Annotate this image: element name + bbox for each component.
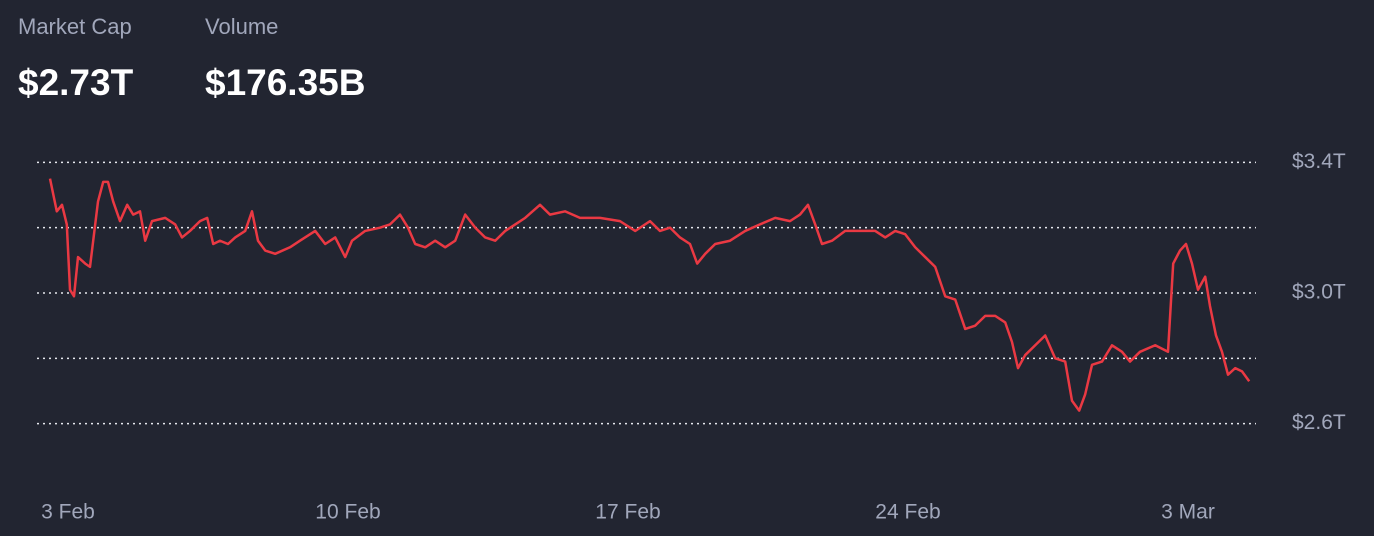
stat-label: Volume bbox=[205, 14, 278, 39]
stat-label: Market Cap bbox=[18, 14, 132, 39]
y-tick-label: $3.0T bbox=[1292, 281, 1346, 304]
x-tick-label: 3 Mar bbox=[1161, 501, 1215, 524]
x-tick-label: 24 Feb bbox=[875, 501, 940, 524]
stat-value: $2.73T bbox=[18, 62, 134, 103]
line bbox=[48, 178, 1251, 412]
x-tick-label: 10 Feb bbox=[315, 501, 380, 524]
x-tick-label: 3 Feb bbox=[41, 501, 95, 524]
x-tick-label: 17 Feb bbox=[595, 501, 660, 524]
stat-value: $176.35B bbox=[205, 62, 365, 103]
y-tick-label: $3.4T bbox=[1292, 150, 1346, 173]
y-tick-label: $2.6T bbox=[1292, 411, 1346, 434]
